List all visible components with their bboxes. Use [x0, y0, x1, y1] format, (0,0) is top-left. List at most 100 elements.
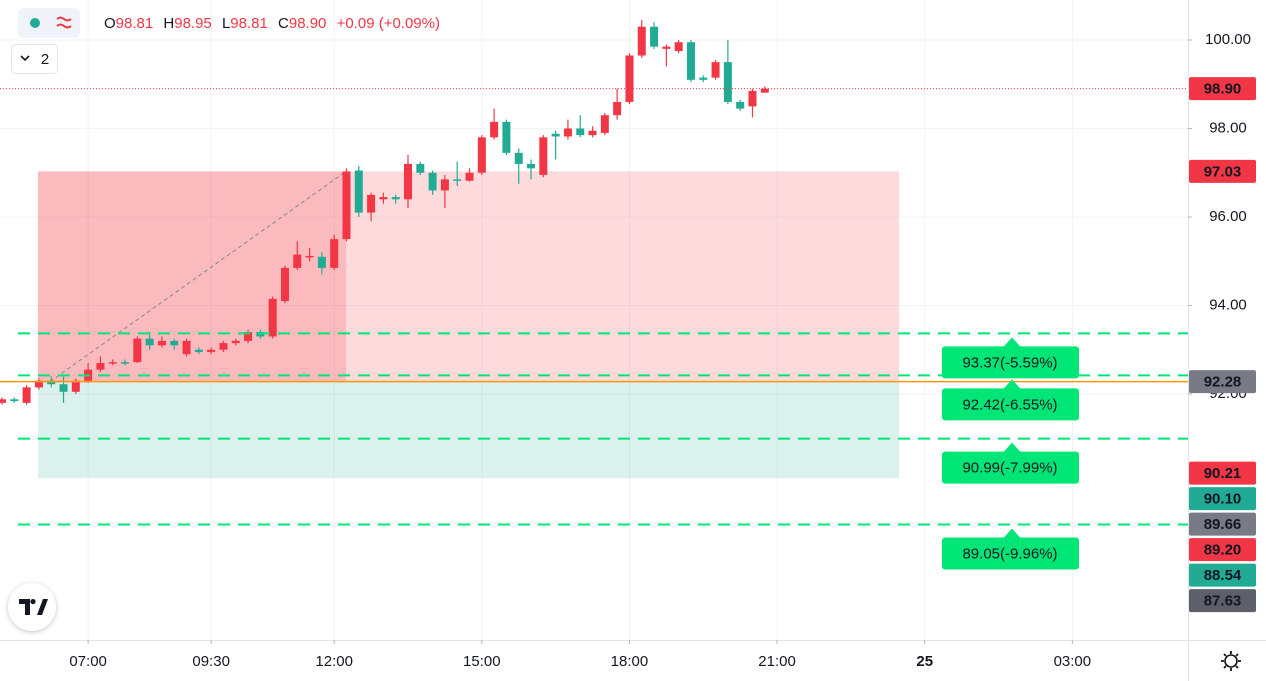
x-tick-label: 12:00	[315, 653, 353, 670]
candle-body	[59, 384, 68, 392]
path-line	[49, 171, 347, 383]
candle-body	[219, 343, 228, 350]
candle-body	[268, 298, 277, 337]
candle-body	[71, 380, 80, 392]
candle-body	[465, 172, 474, 181]
level-label-box	[942, 346, 1079, 379]
candle-body	[428, 172, 437, 191]
overlay: O98.81 H98.95 L98.81 C98.90 +0.09 (+0.09…	[8, 8, 1241, 671]
candle-body	[108, 362, 117, 364]
price-label: 87.63	[1204, 593, 1242, 610]
candle-body	[34, 380, 43, 388]
price-label: 92.28	[1204, 374, 1242, 391]
candle-body	[650, 26, 659, 47]
legend-label: O	[104, 15, 116, 32]
candle-body	[662, 46, 671, 49]
price-label-box	[1189, 589, 1256, 613]
y-tick-label: 98.00	[1209, 119, 1247, 136]
legend-label: L	[222, 15, 230, 32]
indicator-toggle[interactable]	[11, 44, 58, 74]
level-label-box	[942, 537, 1079, 570]
level-label: 89.05(-9.96%)	[962, 545, 1057, 562]
candle-body	[194, 349, 203, 352]
level-pointer	[1003, 379, 1021, 390]
candle-body	[748, 90, 757, 107]
candle-body	[22, 387, 31, 403]
candle-body	[391, 197, 400, 200]
candle-body	[416, 163, 425, 173]
candle-body	[637, 26, 646, 56]
price-label: 98.90	[1204, 81, 1242, 98]
candle-body	[145, 338, 154, 346]
candle-body	[576, 128, 585, 136]
candle-body	[674, 42, 683, 52]
price-label-box	[1189, 370, 1256, 394]
status-pill[interactable]	[18, 8, 80, 38]
legend-value: 98.90	[289, 15, 327, 32]
candle-body	[47, 380, 56, 385]
level-label: 90.99(-7.99%)	[962, 460, 1057, 477]
gear-ring	[1224, 654, 1238, 668]
candle-body	[231, 340, 240, 344]
candle-body	[244, 332, 253, 341]
plot-area: 93.37(-5.59%) 92.42(-6.55%) 90.99(-7.99%) 8…	[0, 0, 1188, 640]
candle-body	[0, 399, 7, 403]
candle-body	[453, 179, 462, 181]
price-label-box	[1189, 77, 1256, 101]
x-tick-label: 07:00	[69, 653, 107, 670]
candle-body	[403, 163, 412, 200]
candle-body	[625, 55, 634, 102]
candle-body	[379, 197, 388, 200]
candle-body	[121, 362, 130, 364]
candle-body	[490, 121, 499, 138]
candle-body	[613, 101, 622, 116]
candle-body	[182, 340, 191, 355]
x-tick-label: 09:30	[192, 653, 230, 670]
price-label-box	[1189, 512, 1256, 536]
candle-body	[736, 101, 745, 109]
candle-body	[96, 363, 105, 370]
price-label: 97.03	[1204, 163, 1242, 180]
price-label: 90.21	[1204, 465, 1242, 482]
candle-body	[170, 340, 179, 346]
x-tick-label: 15:00	[463, 653, 501, 670]
level-label-box	[942, 388, 1079, 421]
candle-body	[293, 254, 302, 268]
candle-body	[440, 179, 449, 191]
logo[interactable]	[8, 583, 56, 631]
legend-value: 98.81	[116, 15, 154, 32]
candle-body	[342, 171, 351, 240]
price-label-box	[1189, 563, 1256, 587]
candle-body	[539, 137, 548, 175]
legend-label: H	[163, 15, 174, 32]
x-tick-label: 21:00	[758, 653, 796, 670]
y-tick-label: 96.00	[1209, 208, 1247, 225]
candle-body	[502, 121, 511, 153]
price-label-box	[1189, 461, 1256, 485]
status-dot	[30, 18, 40, 28]
x-tick-label: 25	[916, 653, 933, 670]
candle-body	[10, 399, 19, 402]
target-zone-filled	[38, 171, 346, 382]
candle-body	[760, 88, 769, 93]
candle-body	[133, 338, 142, 363]
level-pointer	[1003, 442, 1021, 453]
candle-body	[280, 267, 289, 302]
candle-body	[711, 62, 720, 78]
candle-body	[723, 62, 732, 102]
price-label-box	[1189, 538, 1256, 562]
candle-body	[551, 133, 560, 137]
gear-teeth	[1221, 651, 1241, 671]
level-pointer	[1003, 528, 1021, 539]
price-label: 89.66	[1204, 516, 1242, 533]
settings-icon[interactable]	[1221, 651, 1241, 671]
level-label: 93.37(-5.59%)	[962, 354, 1057, 371]
candle-body	[477, 137, 486, 173]
candle-body	[330, 239, 339, 268]
ohlc-legend: O98.81 H98.95 L98.81 C98.90 +0.09 (+0.09…	[104, 15, 440, 32]
price-label: 90.10	[1204, 491, 1242, 508]
legend-value: 98.95	[174, 15, 212, 32]
price-label-box	[1189, 487, 1256, 511]
